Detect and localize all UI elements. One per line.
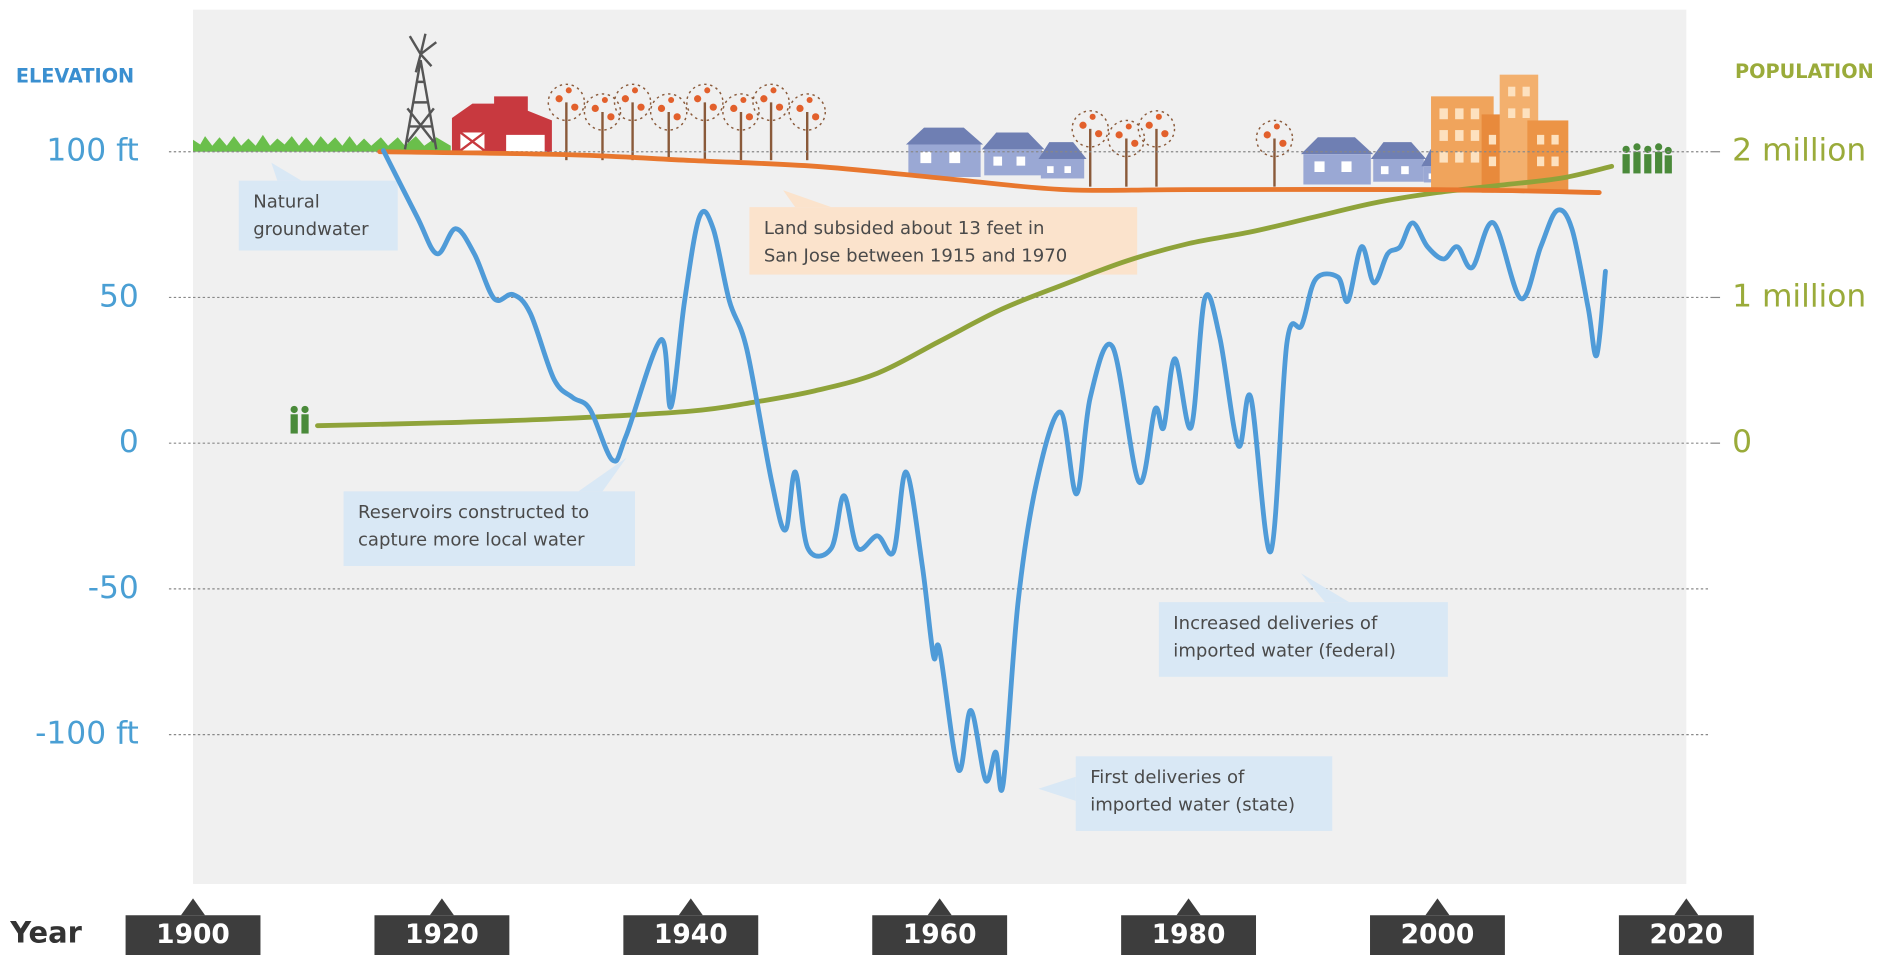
house — [905, 127, 984, 178]
y2-tick-label: 2 million — [1732, 133, 1866, 169]
house — [1370, 142, 1427, 182]
x-tick — [180, 898, 206, 916]
callout-pointer — [271, 162, 302, 181]
series-line — [381, 148, 1608, 793]
house — [1300, 137, 1374, 185]
illustrations — [193, 33, 1672, 434]
y2-tick-label: 1 million — [1732, 278, 1866, 314]
y-axis-title: ELEVATION — [16, 65, 134, 88]
house — [1038, 142, 1087, 179]
tree — [649, 93, 688, 161]
x-tick-label: 2000 — [1401, 919, 1475, 950]
tree — [547, 83, 586, 161]
x-tick-box — [1121, 915, 1257, 955]
x-tick-box — [623, 915, 759, 955]
x-tick-box — [374, 915, 510, 955]
x-tick — [1674, 898, 1699, 916]
y-tick-label: 100 ft — [46, 133, 138, 169]
annotation-text: imported water (state) — [1090, 795, 1295, 816]
x-tick — [927, 898, 952, 916]
tree — [1071, 110, 1110, 187]
x-tick — [1425, 898, 1450, 916]
callout-box — [1075, 756, 1333, 831]
x-tick-box — [125, 915, 261, 955]
x-tick-label: 1980 — [1152, 919, 1226, 950]
x-tick — [678, 898, 703, 916]
x-tick — [1176, 898, 1201, 916]
x-tick-label: 1940 — [654, 919, 728, 950]
callout-box — [1158, 602, 1448, 677]
annotation-text: groundwater — [253, 219, 369, 240]
tree — [686, 83, 724, 161]
series-line — [315, 163, 1615, 429]
annotation-text: First deliveries of — [1090, 767, 1245, 788]
tree — [752, 83, 790, 161]
barn — [451, 96, 552, 155]
series-line — [377, 149, 1602, 195]
annotation-text: imported water (federal) — [1173, 641, 1396, 662]
x-tick-label: 2020 — [1649, 919, 1723, 950]
grass — [193, 134, 451, 152]
x-tick-label: 1900 — [156, 919, 230, 950]
annotation-text: Natural — [253, 191, 320, 212]
windmill — [403, 33, 438, 150]
x-tick-label: 1920 — [405, 919, 479, 950]
callout-pointer — [1038, 776, 1076, 801]
buildings — [1431, 74, 1569, 193]
y-tick-label: -100 ft — [35, 716, 139, 752]
x-tick — [429, 898, 454, 916]
y-tick-label: -50 — [88, 570, 139, 606]
y-tick-label: 0 — [119, 424, 139, 460]
y2-tick-label: 0 — [1732, 424, 1752, 460]
y-tick-label: 50 — [99, 278, 139, 314]
x-tick-box — [872, 915, 1008, 955]
annotation-text: Increased deliveries of — [1173, 613, 1378, 634]
callout-box — [343, 491, 635, 567]
x-tick-label: 1960 — [903, 919, 977, 950]
callout-box — [749, 207, 1138, 275]
x-tick-box — [1370, 915, 1505, 955]
callout-box — [238, 180, 398, 251]
tree — [722, 93, 760, 161]
y2-axis-title: POPULATION — [1735, 60, 1874, 83]
tree — [1137, 110, 1176, 187]
annotation-text: Land subsided about 13 feet in — [764, 218, 1045, 239]
x-tick-box — [1618, 915, 1754, 955]
annotation-text: Reservoirs constructed to — [358, 502, 589, 523]
house — [981, 132, 1045, 176]
annotation-text: capture more local water — [358, 530, 585, 551]
x-axis-title: Year — [9, 916, 82, 950]
tree — [613, 83, 652, 161]
people-icons — [290, 143, 1672, 434]
annotation-text: San Jose between 1915 and 1970 — [764, 246, 1067, 267]
